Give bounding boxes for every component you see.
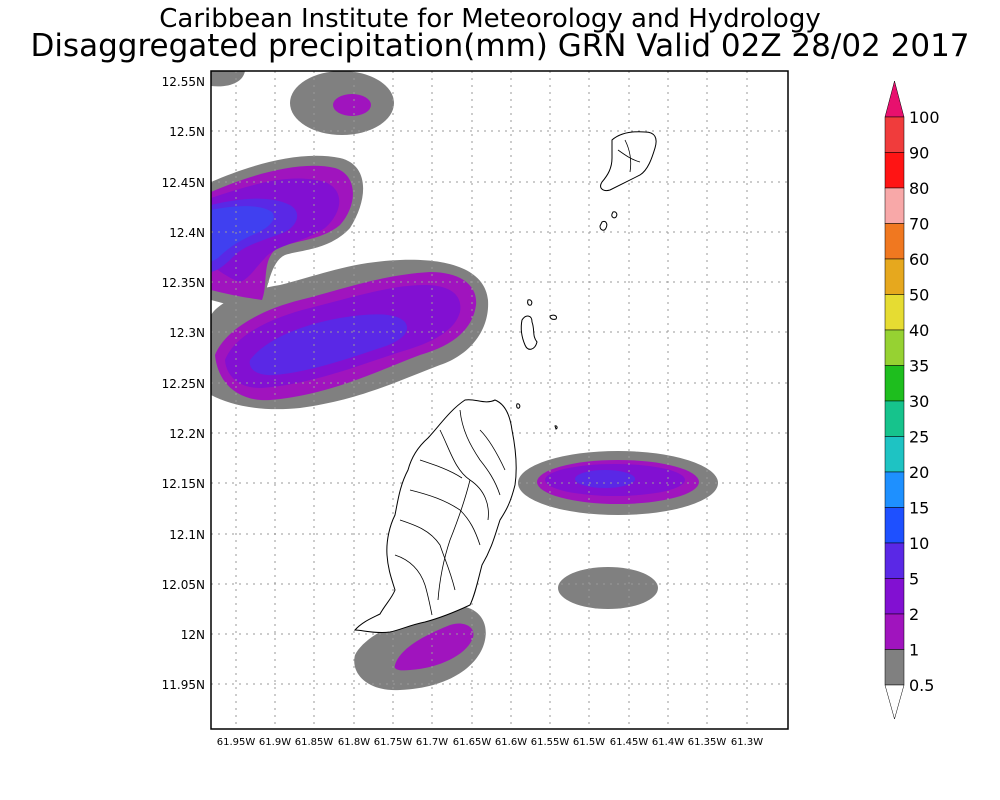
legend-label: 5 (909, 570, 919, 589)
legend-swatch (884, 365, 905, 402)
legend-swatch (884, 223, 905, 260)
legend-swatch (884, 471, 905, 508)
legend-label: 60 (909, 250, 929, 269)
lat-label: 12.35N (162, 276, 205, 290)
lat-label: 12.5N (169, 125, 205, 139)
lon-label: 61.8W (338, 737, 370, 748)
legend-label: 25 (909, 428, 929, 447)
legend-swatch (884, 613, 905, 650)
legend-swatch (884, 329, 905, 366)
lon-label: 61.55W (531, 737, 570, 748)
title-product: Disaggregated precipitation(mm) GRN Vali… (30, 28, 970, 64)
lat-label: 12.2N (169, 427, 205, 441)
legend-label: 15 (909, 499, 929, 518)
land-outlines (353, 131, 657, 634)
lon-label: 61.9W (259, 737, 291, 748)
legend-label: 20 (909, 463, 929, 482)
islet-3 (520, 315, 538, 350)
lon-label: 61.5W (573, 737, 605, 748)
lat-label: 11.95N (162, 678, 205, 692)
lon-label: 61.95W (217, 737, 256, 748)
latitude-axis: 12.55N 12.5N 12.45N 12.4N 12.35N 12.3N 1… (162, 75, 205, 692)
lat-label: 12.25N (162, 377, 205, 391)
lon-label: 61.7W (416, 737, 448, 748)
legend-swatch (884, 649, 905, 686)
lon-label: 61.85W (295, 737, 334, 748)
legend-swatch (884, 258, 905, 295)
longitude-axis: 61.95W 61.9W 61.85W 61.8W 61.75W 61.7W 6… (217, 737, 763, 748)
legend-swatch (884, 436, 905, 473)
lat-label: 12.4N (169, 226, 205, 240)
contour-10mm (211, 206, 274, 262)
legend-label: 0.5 (909, 676, 934, 695)
precip-color-legend: 100 90 80 70 60 50 40 35 30 25 20 15 10 5 2 1 0.5 (884, 80, 940, 720)
legend-arrow-bottom (884, 684, 905, 720)
lon-label: 61.4W (652, 737, 684, 748)
islet-1 (599, 221, 608, 231)
title-institute: Caribbean Institute for Meteorology and … (159, 4, 821, 34)
legend-label: 90 (909, 144, 929, 163)
lon-label: 61.35W (688, 737, 727, 748)
carriacou-outline (600, 131, 657, 191)
lat-label: 12.05N (162, 578, 205, 592)
lon-label: 61.75W (374, 737, 413, 748)
legend-label: 50 (909, 286, 929, 305)
lat-label: 12.45N (162, 176, 205, 190)
plot-frame (210, 70, 789, 730)
lat-label: 12.1N (169, 528, 205, 542)
legend-swatch (884, 187, 905, 224)
legend-arrow-top (884, 80, 905, 118)
islet-6 (516, 403, 521, 409)
lon-label: 61.6W (495, 737, 527, 748)
lat-label: 12.15N (162, 477, 205, 491)
legend-swatch (884, 507, 905, 544)
legend-swatch (884, 578, 905, 615)
lat-label: 12.3N (169, 326, 205, 340)
legend-swatch (884, 400, 905, 437)
lon-label: 61.65W (453, 737, 492, 748)
legend-swatch (884, 152, 905, 189)
islet-4 (549, 314, 557, 320)
lon-label: 61.45W (610, 737, 649, 748)
islet-2 (611, 211, 618, 219)
legend-swatch (884, 542, 905, 579)
legend-swatch (884, 116, 905, 153)
legend-label: 35 (909, 357, 929, 376)
legend-label: 1 (909, 641, 919, 660)
lat-label: 12.55N (162, 75, 205, 89)
lon-label: 61.3W (731, 737, 763, 748)
legend-label: 80 (909, 179, 929, 198)
parish-boundaries (394, 139, 641, 616)
legend-label: 10 (909, 534, 929, 553)
legend-label: 70 (909, 215, 929, 234)
legend-label: 40 (909, 321, 929, 340)
legend-label: 30 (909, 392, 929, 411)
legend-label: 2 (909, 605, 919, 624)
grenada-island-outline (353, 399, 517, 634)
legend-label: 100 (909, 108, 940, 127)
islet-7 (554, 425, 558, 430)
legend-swatch (884, 294, 905, 331)
lat-label: 12N (181, 628, 205, 642)
islet-5 (527, 299, 533, 306)
